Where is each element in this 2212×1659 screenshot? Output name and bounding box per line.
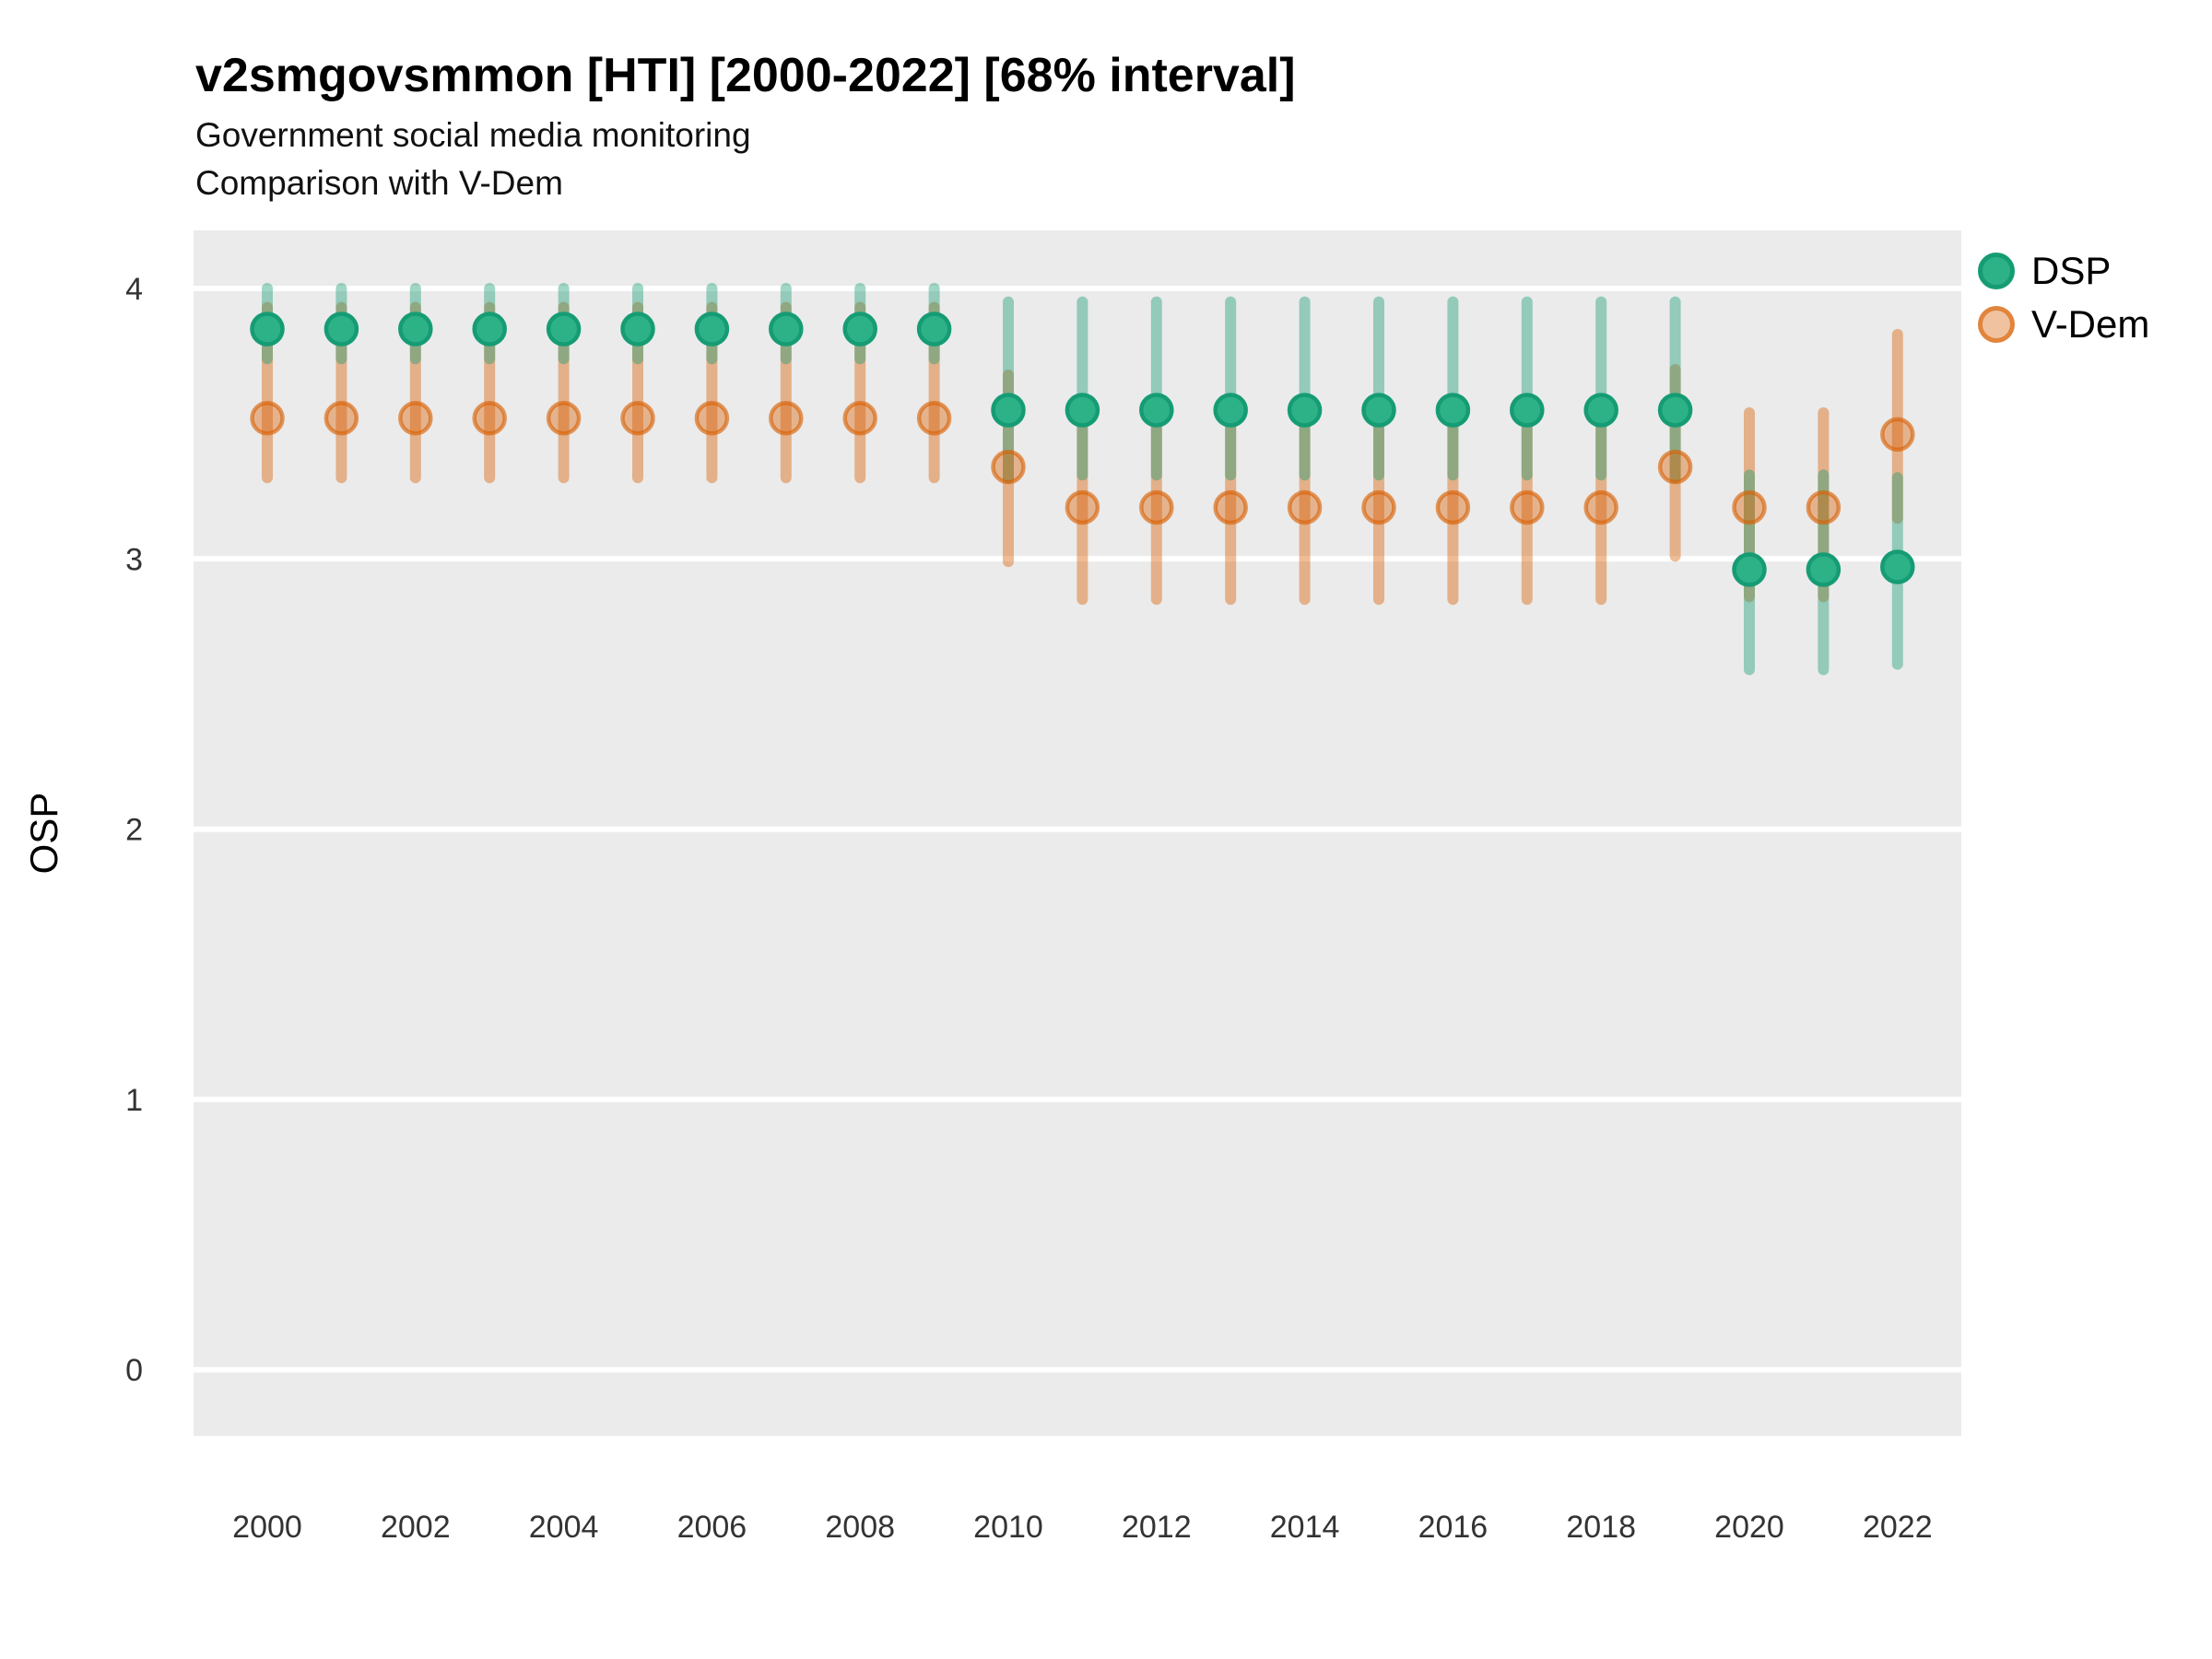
- vdem-point-2006: [694, 401, 730, 436]
- x-tick-label-2000: 2000: [232, 1510, 302, 1545]
- vdem-point-icon: [1978, 306, 2015, 343]
- vdem-point-2008: [842, 401, 877, 436]
- vdem-point-2013: [1213, 489, 1248, 525]
- x-tick-label-2008: 2008: [825, 1510, 895, 1545]
- legend-item-vdem: V-Dem: [1978, 304, 2149, 345]
- vdem-point-2005: [620, 401, 655, 436]
- vdem-point-2000: [250, 401, 285, 436]
- dsp-point-2016: [1435, 393, 1471, 428]
- x-tick-label-2020: 2020: [1714, 1510, 1784, 1545]
- chart-legend: DSP V-Dem: [1978, 251, 2149, 345]
- vdem-point-2010: [991, 449, 1026, 485]
- chart-subtitle-2: Comparison with V-Dem: [195, 164, 563, 202]
- y-axis-title: OSP: [22, 793, 65, 875]
- legend-item-dsp: DSP: [1978, 251, 2149, 291]
- vdem-point-2018: [1583, 489, 1618, 525]
- legend-label-dsp: DSP: [2031, 249, 2112, 292]
- dsp-point-2004: [546, 312, 582, 347]
- dsp-point-2022: [1880, 549, 1915, 584]
- dsp-point-2012: [1139, 393, 1174, 428]
- x-tick-label-2016: 2016: [1418, 1510, 1488, 1545]
- x-tick-label-2014: 2014: [1270, 1510, 1340, 1545]
- x-tick-label-2012: 2012: [1122, 1510, 1192, 1545]
- dsp-point-2002: [398, 312, 433, 347]
- dsp-point-2006: [694, 312, 730, 347]
- dsp-point-2003: [472, 312, 507, 347]
- vdem-point-2016: [1435, 489, 1471, 525]
- y-tick-label-0: 0: [125, 1353, 143, 1388]
- x-tick-label-2010: 2010: [973, 1510, 1043, 1545]
- vdem-point-2004: [546, 401, 582, 436]
- dsp-point-2010: [991, 393, 1026, 428]
- vdem-point-2015: [1361, 489, 1396, 525]
- dsp-point-2011: [1065, 393, 1100, 428]
- dsp-point-2017: [1510, 393, 1545, 428]
- dsp-point-2014: [1287, 393, 1323, 428]
- y-tick-label-2: 2: [125, 813, 143, 848]
- dsp-point-2001: [324, 312, 359, 347]
- vdem-point-2017: [1510, 489, 1545, 525]
- x-tick-label-2006: 2006: [677, 1510, 747, 1545]
- dsp-point-2008: [842, 312, 877, 347]
- dsp-point-icon: [1978, 253, 2015, 289]
- dsp-point-2015: [1361, 393, 1396, 428]
- dsp-point-2021: [1806, 552, 1841, 587]
- chart-title: v2smgovsmmon [HTI] [2000-2022] [68% inte…: [195, 49, 1296, 102]
- vdem-point-2014: [1287, 489, 1323, 525]
- x-tick-label-2004: 2004: [529, 1510, 599, 1545]
- y-tick-label-1: 1: [125, 1083, 143, 1118]
- vdem-point-2003: [472, 401, 507, 436]
- dsp-point-2013: [1213, 393, 1248, 428]
- vdem-point-2007: [769, 401, 804, 436]
- vdem-point-2021: [1806, 489, 1841, 525]
- dsp-point-2007: [769, 312, 804, 347]
- dsp-point-2009: [916, 312, 952, 347]
- dsp-point-2000: [250, 312, 285, 347]
- dsp-point-2019: [1657, 393, 1693, 428]
- legend-label-vdem: V-Dem: [2031, 302, 2150, 346]
- x-tick-label-2018: 2018: [1566, 1510, 1636, 1545]
- vdem-point-2001: [324, 401, 359, 436]
- y-tick-label-4: 4: [125, 272, 143, 307]
- vdem-point-2020: [1732, 489, 1767, 525]
- x-tick-label-2022: 2022: [1863, 1510, 1933, 1545]
- vdem-point-2019: [1657, 449, 1693, 485]
- dsp-point-2005: [620, 312, 655, 347]
- dsp-point-2018: [1583, 393, 1618, 428]
- vdem-point-2002: [398, 401, 433, 436]
- x-tick-label-2002: 2002: [381, 1510, 451, 1545]
- vdem-point-2022: [1880, 417, 1915, 453]
- vdem-point-2009: [916, 401, 952, 436]
- dsp-point-2020: [1732, 552, 1767, 587]
- y-tick-label-3: 3: [125, 542, 143, 577]
- chart-subtitle-1: Government social media monitoring: [195, 116, 751, 154]
- vdem-point-2011: [1065, 489, 1100, 525]
- vdem-point-2012: [1139, 489, 1174, 525]
